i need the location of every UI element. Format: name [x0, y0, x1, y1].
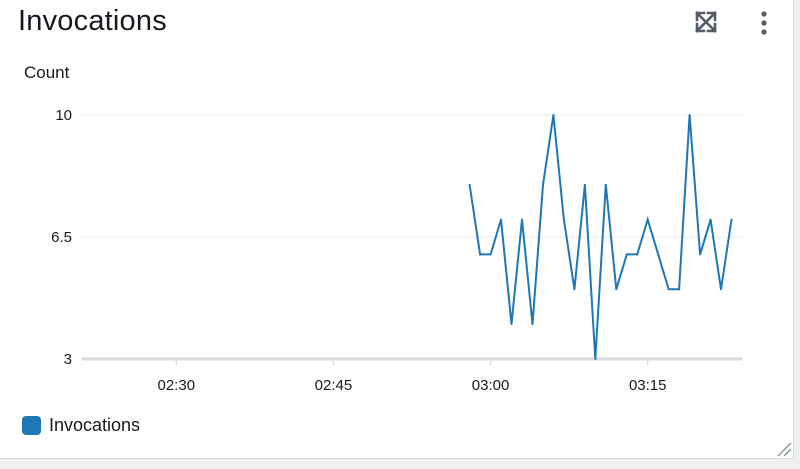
- data-point: [678, 288, 681, 291]
- data-point: [510, 323, 513, 326]
- data-point: [531, 323, 534, 326]
- data-point: [636, 253, 639, 256]
- data-point: [720, 288, 723, 291]
- data-point: [573, 288, 576, 291]
- y-tick-label: 10: [55, 107, 72, 124]
- data-point: [688, 114, 691, 116]
- data-point: [615, 288, 618, 291]
- invocations-widget: Invocations Count 3 6.5 10 02:30 02:45 03:00 0…: [0, 0, 794, 459]
- data-point: [468, 183, 471, 186]
- widget-title: Invocations: [18, 5, 167, 37]
- series-line-invocations: [468, 114, 733, 360]
- data-point: [489, 253, 492, 256]
- data-point: [541, 183, 544, 186]
- y-axis-label: Count: [24, 63, 70, 82]
- expand-icon[interactable]: [694, 10, 718, 34]
- legend-label: Invocations: [49, 415, 141, 435]
- data-point: [521, 218, 523, 221]
- x-tick-label: 03:15: [629, 377, 667, 394]
- data-point: [667, 288, 670, 291]
- data-point: [625, 253, 628, 256]
- data-point: [699, 253, 702, 256]
- data-point: [479, 253, 482, 256]
- data-point: [552, 114, 555, 116]
- data-point: [730, 218, 733, 221]
- x-tick-label: 03:00: [472, 377, 510, 394]
- data-point: [594, 358, 597, 360]
- data-point: [657, 253, 660, 256]
- data-point: [604, 183, 607, 186]
- x-tick-label: 02:45: [315, 377, 353, 394]
- y-tick-label: 6.5: [51, 229, 72, 246]
- resize-handle-icon[interactable]: [774, 439, 792, 457]
- data-point: [500, 218, 503, 221]
- data-point: [583, 183, 586, 186]
- legend-swatch: [22, 416, 41, 435]
- x-tick-label: 02:30: [158, 377, 196, 394]
- data-point: [709, 218, 712, 221]
- y-tick-label: 3: [64, 351, 72, 368]
- more-options-icon[interactable]: [752, 10, 776, 36]
- legend-item-invocations[interactable]: Invocations: [22, 415, 140, 436]
- data-point: [646, 218, 649, 221]
- data-point: [562, 218, 565, 221]
